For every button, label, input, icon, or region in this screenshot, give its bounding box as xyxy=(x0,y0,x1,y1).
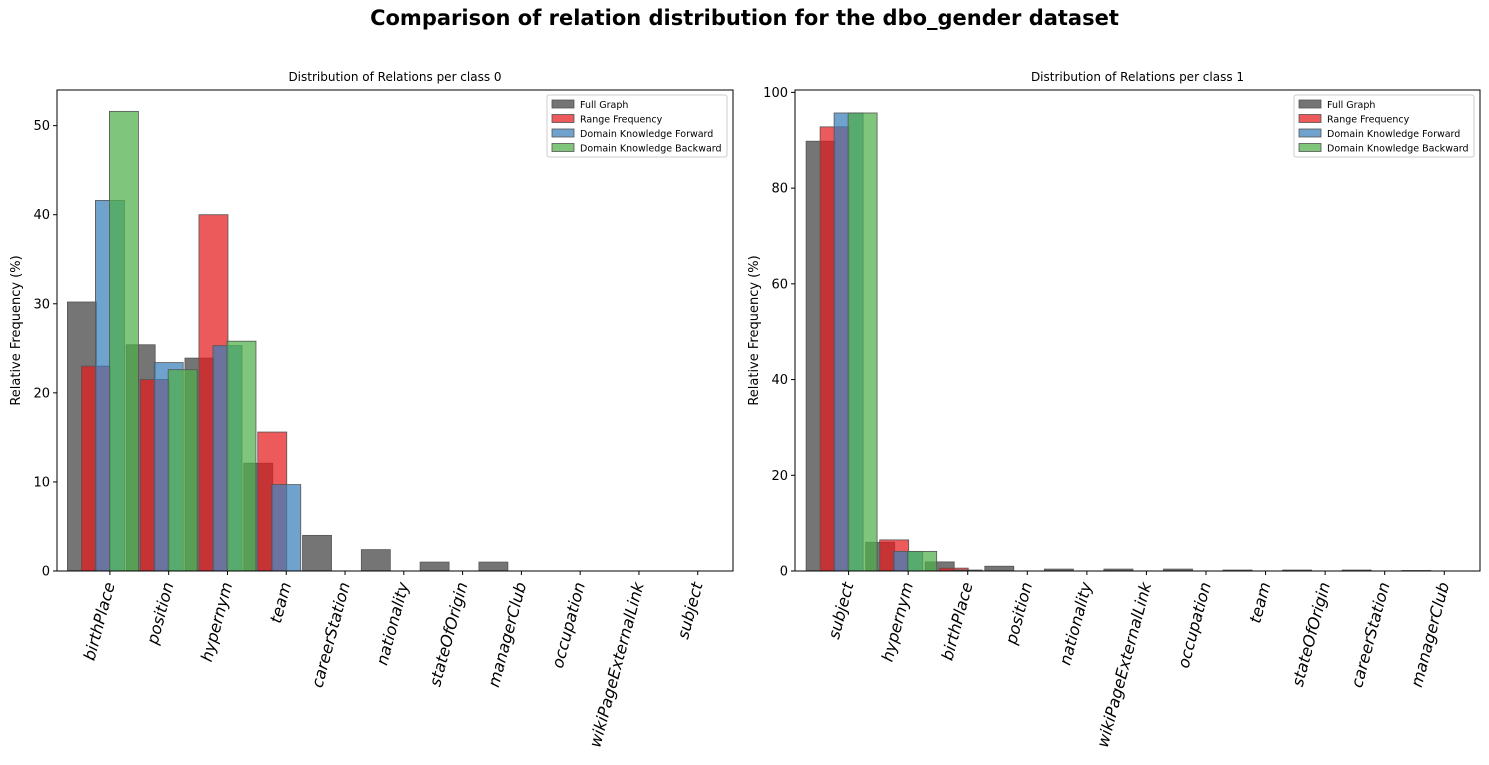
legend-swatch xyxy=(551,99,575,109)
panel-title: Distribution of Relations per class 1 xyxy=(1031,70,1244,84)
x-tick-label-subject: subject xyxy=(673,579,707,641)
legend-entry: Full Graph xyxy=(1327,100,1375,111)
y-tick-label: 40 xyxy=(33,208,50,223)
legend-entry: Domain Knowledge Backward xyxy=(1327,144,1469,155)
y-axis-label: Relative Frequency (%) xyxy=(747,255,762,405)
y-tick-label: 60 xyxy=(771,277,788,292)
x-tick-label-hypernym: hypernym xyxy=(878,580,917,664)
x-tick-label-wikiPageExternalLink: wikiPageExternalLink xyxy=(1093,579,1156,749)
y-tick-label: 50 xyxy=(33,119,50,134)
legend: Full Graph Range Frequency Domain Knowledg… xyxy=(546,94,728,158)
legend-swatch xyxy=(551,128,575,138)
y-axis-label: Relative Frequency (%) xyxy=(9,255,24,405)
legend: Full Graph Range Frequency Domain Knowledg… xyxy=(1293,94,1475,158)
x-tick-label-careerStation: careerStation xyxy=(308,580,354,690)
legend-entry: Range Frequency xyxy=(580,115,663,126)
bar-full-graph-position xyxy=(984,565,1015,572)
y-tick-label: 100 xyxy=(763,86,788,101)
legend-entry: Range Frequency xyxy=(1327,115,1410,126)
legend-entry: Domain Knowledge Backward xyxy=(580,144,722,155)
bar-domain-knowledge-backward-hypernym xyxy=(226,340,257,572)
x-tick-label-occupation: occupation xyxy=(548,580,589,670)
axes-frame xyxy=(56,89,734,572)
panel-title: Distribution of Relations per class 0 xyxy=(288,70,501,84)
x-tick-label-managerClub: managerClub xyxy=(484,580,530,689)
bar-full-graph-nationality xyxy=(360,549,391,572)
x-tick-label-position: position xyxy=(1001,580,1036,647)
x-tick-label-birthPlace: birthPlace xyxy=(80,580,119,662)
y-tick-label: 20 xyxy=(771,469,788,484)
bar-full-graph-stateOfOrigin xyxy=(419,561,450,572)
legend-box xyxy=(1293,94,1475,158)
legend-swatch xyxy=(1298,99,1322,109)
bar-full-graph-careerStation xyxy=(302,534,332,572)
y-tick-label: 10 xyxy=(33,475,50,490)
bar-domain-knowledge-forward-team xyxy=(271,484,302,572)
y-tick-label: 30 xyxy=(33,297,50,312)
legend-swatch xyxy=(1298,114,1322,123)
x-tick-label-team: team xyxy=(1245,580,1274,625)
legend-swatch xyxy=(551,143,575,152)
figure-title: Comparison of relation distribution for … xyxy=(370,6,1119,30)
x-tick-label-hypernym: hypernym xyxy=(197,580,236,664)
x-tick-label-managerClub: managerClub xyxy=(1407,580,1453,689)
bar-domain-knowledge-backward-subject xyxy=(847,112,878,572)
legend-entry: Domain Knowledge Forward xyxy=(1327,129,1460,140)
bar-domain-knowledge-backward-position xyxy=(167,369,198,572)
y-tick-label: 20 xyxy=(33,386,50,401)
bar-full-graph-managerClub xyxy=(478,561,509,572)
bar-domain-knowledge-backward-birthPlace xyxy=(109,110,139,572)
x-tick-label-birthPlace: birthPlace xyxy=(938,580,977,662)
legend-box xyxy=(546,94,728,158)
legend-swatch xyxy=(1298,128,1322,138)
y-tick-label: 0 xyxy=(780,565,788,580)
x-tick-label-subject: subject xyxy=(824,579,858,641)
legend-swatch xyxy=(551,114,575,123)
y-tick-label: 80 xyxy=(771,182,788,197)
x-tick-label-occupation: occupation xyxy=(1174,580,1215,670)
x-tick-label-stateOfOrigin: stateOfOrigin xyxy=(1288,580,1334,688)
chart-panel-0: Distribution of Relations per class 0 0 10… xyxy=(9,70,734,749)
y-tick-label: 0 xyxy=(42,565,50,580)
x-tick-label-position: position xyxy=(143,580,178,647)
x-tick-label-nationality: nationality xyxy=(1055,580,1095,668)
bar-domain-knowledge-backward-hypernym xyxy=(907,550,938,572)
x-tick-label-nationality: nationality xyxy=(372,580,412,668)
y-tick-label: 40 xyxy=(771,373,788,388)
legend-swatch xyxy=(1298,143,1322,152)
chart-panel-1: Distribution of Relations per class 1 0 20… xyxy=(747,70,1481,749)
x-tick-label-careerStation: careerStation xyxy=(1347,580,1393,690)
x-tick-label-wikiPageExternalLink: wikiPageExternalLink xyxy=(585,579,648,749)
axes-frame xyxy=(794,89,1481,572)
x-tick-label-team: team xyxy=(266,580,295,625)
legend-entry: Domain Knowledge Forward xyxy=(580,129,713,140)
x-tick-label-stateOfOrigin: stateOfOrigin xyxy=(425,580,471,688)
legend-entry: Full Graph xyxy=(580,100,628,111)
